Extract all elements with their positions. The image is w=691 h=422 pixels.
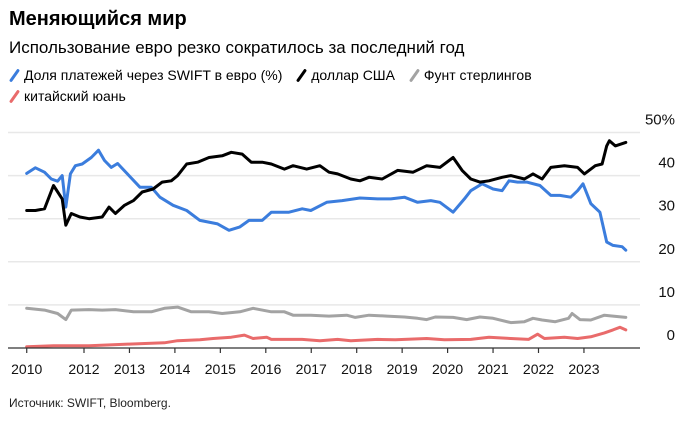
legend-item-cny: китайский юань [8,88,126,104]
y-tick-label: 10 [658,284,675,301]
source-note: Источник: SWIFT, Bloomberg. [9,396,171,410]
legend-item-gbp: Фунт стерлингов [408,67,532,83]
y-tick-label: 40 [658,155,675,172]
chart-subtitle: Использование евро резко сократилось за … [9,38,465,57]
legend-label-gbp: Фунт стерлингов [423,67,532,83]
x-tick-label: 2023 [568,361,599,377]
x-tick-label: 2015 [205,361,236,377]
chart-title: Меняющийся мир [9,8,187,30]
series-line-1 [25,139,628,227]
legend-item-usd: доллар США [296,67,395,83]
legend-item-euro: Доля платежей через SWIFT в евро (%) [8,67,283,83]
y-tick-label: 50% [645,112,675,129]
legend-row-2: китайский юань [8,88,689,107]
x-tick-label: 2022 [523,361,554,377]
x-tick-label: 2016 [250,361,281,377]
x-tick-label: 2018 [341,361,372,377]
x-tick-label: 2014 [159,361,190,377]
series-line-0 [25,148,628,252]
legend-label-cny: китайский юань [24,88,126,104]
legend-label-usd: доллар США [311,67,395,83]
y-tick-label: 0 [667,327,675,344]
x-tick-label: 2013 [114,361,145,377]
x-tick-label: 2017 [296,361,327,377]
y-tick-label: 30 [658,198,675,215]
y-tick-label: 20 [658,241,675,258]
x-tick-label: 2020 [432,361,463,377]
series-line-2 [25,305,628,325]
series-line-3 [25,325,628,349]
x-tick-label: 2012 [68,361,99,377]
x-tick-label: 2021 [477,361,508,377]
legend: Доля платежей через SWIFT в евро (%) дол… [8,67,689,86]
x-tick-label: 2019 [387,361,418,377]
x-tick-label: 2010 [11,361,42,377]
legend-label-euro: Доля платежей через SWIFT в евро (%) [24,67,283,83]
